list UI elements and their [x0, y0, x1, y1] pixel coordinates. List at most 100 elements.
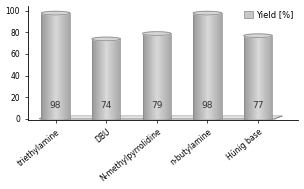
- Bar: [193, 13, 194, 119]
- Bar: [166, 33, 167, 119]
- Bar: [102, 39, 103, 119]
- Bar: [261, 36, 262, 119]
- Bar: [245, 36, 246, 119]
- Bar: [63, 13, 64, 119]
- Bar: [60, 13, 61, 119]
- Bar: [45, 13, 46, 119]
- Bar: [214, 13, 215, 119]
- Bar: [59, 13, 60, 119]
- Bar: [96, 39, 97, 119]
- Bar: [218, 13, 219, 119]
- Bar: [92, 39, 93, 119]
- Bar: [94, 39, 95, 119]
- Bar: [47, 13, 48, 119]
- Bar: [97, 39, 98, 119]
- Bar: [106, 39, 107, 119]
- Polygon shape: [193, 11, 222, 15]
- Bar: [208, 13, 209, 119]
- Bar: [211, 13, 212, 119]
- Bar: [151, 33, 152, 119]
- Bar: [149, 33, 150, 119]
- Bar: [196, 13, 197, 119]
- Bar: [155, 33, 156, 119]
- Bar: [170, 33, 171, 119]
- Legend: Yield [%]: Yield [%]: [244, 10, 294, 20]
- Bar: [159, 33, 160, 119]
- Bar: [101, 39, 102, 119]
- Bar: [49, 13, 50, 119]
- Bar: [53, 13, 54, 119]
- Bar: [200, 13, 201, 119]
- Bar: [44, 13, 45, 119]
- Bar: [194, 13, 195, 119]
- Bar: [104, 39, 105, 119]
- Bar: [43, 13, 44, 119]
- Bar: [163, 33, 164, 119]
- Bar: [115, 39, 116, 119]
- Bar: [113, 39, 114, 119]
- Bar: [206, 13, 207, 119]
- Bar: [154, 33, 155, 119]
- Bar: [62, 13, 63, 119]
- Bar: [258, 36, 259, 119]
- Bar: [105, 39, 106, 119]
- Bar: [111, 39, 112, 119]
- Bar: [270, 36, 271, 119]
- Bar: [158, 33, 159, 119]
- Bar: [260, 36, 261, 119]
- Bar: [147, 33, 148, 119]
- Bar: [157, 33, 158, 119]
- Bar: [103, 39, 104, 119]
- Bar: [52, 13, 53, 119]
- Text: 98: 98: [202, 101, 213, 110]
- Bar: [95, 39, 96, 119]
- Bar: [109, 39, 110, 119]
- Bar: [119, 39, 120, 119]
- Bar: [145, 33, 146, 119]
- Bar: [259, 36, 260, 119]
- Bar: [250, 36, 251, 119]
- Bar: [255, 36, 256, 119]
- Bar: [150, 33, 151, 119]
- Bar: [143, 33, 144, 119]
- Bar: [67, 13, 68, 119]
- Bar: [100, 39, 101, 119]
- Bar: [244, 36, 245, 119]
- Polygon shape: [92, 37, 120, 41]
- Bar: [41, 13, 42, 119]
- Bar: [42, 13, 43, 119]
- Bar: [268, 36, 269, 119]
- Polygon shape: [41, 11, 70, 15]
- Bar: [160, 33, 161, 119]
- Polygon shape: [39, 116, 282, 119]
- Bar: [164, 33, 165, 119]
- Bar: [265, 36, 266, 119]
- Bar: [146, 33, 147, 119]
- Bar: [54, 13, 55, 119]
- Bar: [216, 13, 217, 119]
- Bar: [198, 13, 199, 119]
- Bar: [253, 36, 254, 119]
- Bar: [161, 33, 162, 119]
- Bar: [64, 13, 65, 119]
- Bar: [50, 13, 51, 119]
- Bar: [65, 13, 66, 119]
- Bar: [247, 36, 248, 119]
- Text: 74: 74: [100, 101, 112, 110]
- Bar: [263, 36, 264, 119]
- Bar: [248, 36, 249, 119]
- Bar: [55, 13, 56, 119]
- Bar: [69, 13, 70, 119]
- Bar: [195, 13, 196, 119]
- Text: 77: 77: [252, 101, 264, 110]
- Bar: [204, 13, 205, 119]
- Bar: [199, 13, 200, 119]
- Bar: [61, 13, 62, 119]
- Bar: [221, 13, 222, 119]
- Bar: [256, 36, 257, 119]
- Bar: [220, 13, 221, 119]
- Polygon shape: [143, 32, 171, 35]
- Bar: [46, 13, 47, 119]
- Bar: [213, 13, 214, 119]
- Bar: [162, 33, 163, 119]
